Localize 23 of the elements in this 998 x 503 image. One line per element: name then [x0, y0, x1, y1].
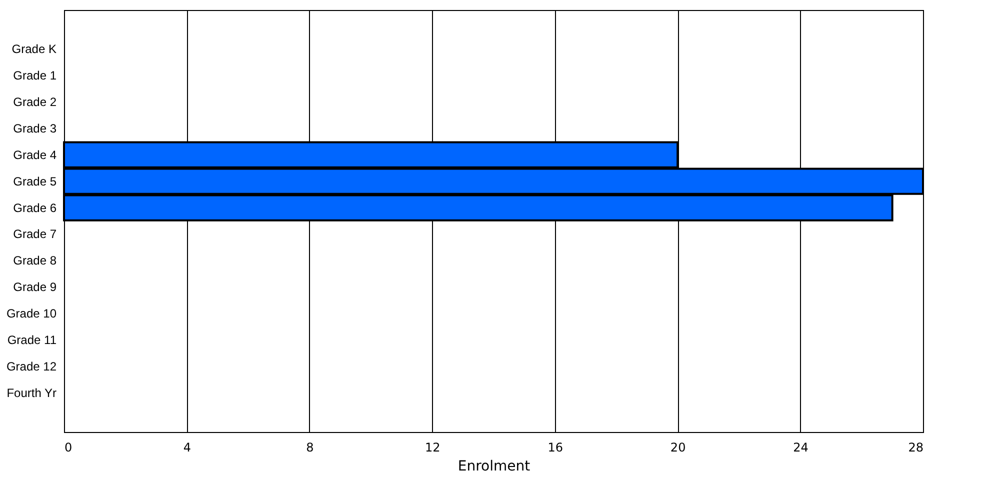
y-tick-label: Grade K: [12, 42, 56, 56]
y-tick-label: Grade 6: [13, 200, 57, 215]
x-tick-label: 4: [183, 440, 192, 454]
y-tick-label: Grade 12: [6, 360, 57, 374]
x-tick-label: 24: [793, 440, 808, 454]
x-tick-label: 20: [670, 440, 686, 454]
x-tick-label: 0: [64, 440, 72, 454]
y-tick-label: Grade 9: [13, 280, 57, 294]
x-tick-label: 12: [425, 440, 440, 454]
x-axis-title: Enrolment: [458, 458, 531, 474]
x-tick-label: 8: [306, 440, 314, 454]
y-tick-label: Grade 4: [13, 148, 57, 162]
y-tick-label: Grade 10: [6, 306, 57, 321]
y-tick-label: Grade 11: [7, 333, 57, 348]
x-tick-label: 16: [548, 440, 563, 454]
y-tick-label: Grade 2: [13, 94, 57, 109]
y-tick-label: Fourth Yr: [6, 386, 56, 400]
y-tick-label: Grade 1: [13, 68, 57, 82]
y-tick-label: Grade 5: [13, 174, 57, 188]
y-tick-label: Grade 7: [13, 227, 57, 242]
y-tick-label: Grade 3: [13, 121, 57, 136]
y-tick-label: Grade 8: [13, 254, 57, 268]
x-tick-label: 28: [908, 440, 924, 454]
